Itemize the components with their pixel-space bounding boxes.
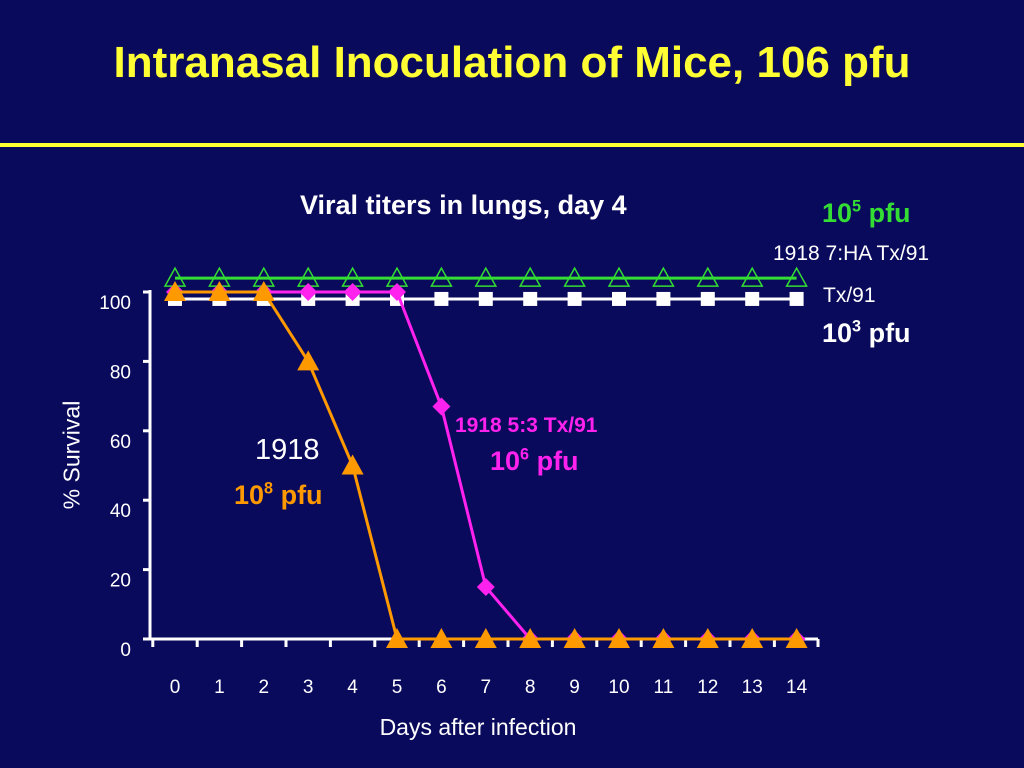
x-tick-label: 12: [697, 677, 718, 698]
green-dose-exponent: 5: [852, 197, 862, 216]
orange-data-point: [563, 628, 586, 648]
x-tick-label: 2: [259, 677, 270, 698]
magenta-series: [166, 283, 806, 648]
x-tick-label: 3: [303, 677, 314, 698]
green-data-point: [785, 266, 808, 287]
y-tick-label: 60: [110, 432, 131, 453]
y-tick-label: 40: [110, 501, 131, 522]
orange-data-point: [164, 281, 186, 301]
white-data-point: [523, 291, 538, 306]
x-tick-label: 6: [436, 677, 447, 698]
green-data-point: [518, 266, 542, 287]
green-data-point: [696, 266, 720, 287]
x-axis-label: Days after infection: [379, 714, 577, 740]
green-data-point: [652, 266, 675, 287]
orange-data-point: [430, 628, 453, 648]
white-data-point: [478, 291, 493, 306]
magenta-dose-base: 10: [490, 446, 521, 476]
title-divider: [0, 143, 1024, 147]
green-data-point: [474, 266, 498, 287]
magenta-series-label: 1918 5:3 Tx/91: [455, 414, 598, 437]
magenta-data-point: [432, 397, 451, 416]
x-tick-label: 13: [742, 677, 763, 698]
orange-data-point: [297, 350, 320, 371]
white-dose-base: 10: [822, 318, 853, 348]
orange-series: [164, 281, 808, 648]
magenta-data-point: [476, 577, 495, 596]
magenta-data-point: [388, 283, 406, 301]
orange-data-point: [741, 628, 764, 648]
x-tick-label: 5: [392, 677, 403, 698]
orange-data-point: [696, 628, 719, 648]
white-dose-unit: pfu: [868, 318, 911, 348]
green-data-point: [430, 266, 453, 287]
magenta-series-dose-label: 106 pfu: [490, 446, 579, 477]
orange-data-point: [652, 628, 675, 648]
green-data-point: [563, 266, 586, 287]
white-series-dose-label: 103 pfu: [822, 318, 911, 349]
orange-series-label: 1918: [255, 434, 320, 466]
white-data-point: [656, 291, 671, 306]
white-data-point: [745, 291, 760, 306]
white-series-label: Tx/91: [823, 284, 876, 307]
x-tick-label: 1: [214, 677, 225, 698]
x-tick-label: 11: [654, 677, 674, 698]
orange-data-point: [785, 628, 808, 648]
y-tick-label: 80: [110, 362, 131, 383]
white-data-point: [700, 291, 715, 306]
orange-data-point: [608, 628, 630, 648]
green-series: [163, 266, 808, 287]
white-data-point: [789, 291, 804, 306]
orange-data-point: [208, 281, 231, 301]
orange-dose-exponent: 8: [264, 479, 274, 498]
green-dose-unit: pfu: [868, 198, 911, 228]
green-series-dose-label: 105 pfu: [822, 198, 911, 229]
orange-data-point: [386, 628, 408, 648]
y-tick-label: 20: [110, 571, 131, 592]
white-data-point: [434, 291, 449, 306]
magenta-data-point: [343, 283, 362, 301]
chart-series: [163, 266, 808, 648]
green-data-point: [607, 266, 631, 287]
orange-data-point: [519, 628, 542, 648]
y-tick-label: 0: [120, 640, 131, 661]
x-tick-label: 9: [569, 677, 580, 698]
magenta-dose-unit: pfu: [536, 446, 579, 476]
green-series-label: 1918 7:HA Tx/91: [773, 242, 930, 265]
chart-title: Viral titers in lungs, day 4: [300, 190, 627, 220]
orange-series-dose-label: 108 pfu: [234, 480, 323, 511]
x-tick-label: 0: [170, 677, 181, 698]
orange-data-point: [341, 454, 364, 475]
magenta-data-point: [299, 283, 318, 301]
orange-data-point: [474, 628, 497, 648]
x-tick-label: 10: [608, 677, 629, 698]
green-dose-base: 10: [822, 198, 853, 228]
orange-dose-unit: pfu: [280, 480, 323, 510]
x-tick-label: 4: [347, 677, 358, 698]
x-tick-label: 14: [786, 677, 808, 698]
orange-data-point: [252, 281, 275, 301]
x-tick-label: 7: [481, 677, 492, 698]
white-data-point: [612, 291, 626, 306]
y-tick-label: 100: [99, 293, 131, 314]
green-data-point: [740, 266, 764, 287]
white-dose-exponent: 3: [852, 317, 862, 336]
white-data-point: [567, 291, 582, 306]
magenta-dose-exponent: 6: [520, 445, 530, 464]
orange-dose-base: 10: [234, 480, 265, 510]
x-tick-label: 8: [525, 677, 536, 698]
slide-title: Intranasal Inoculation of Mice, 106 pfu: [113, 38, 911, 87]
